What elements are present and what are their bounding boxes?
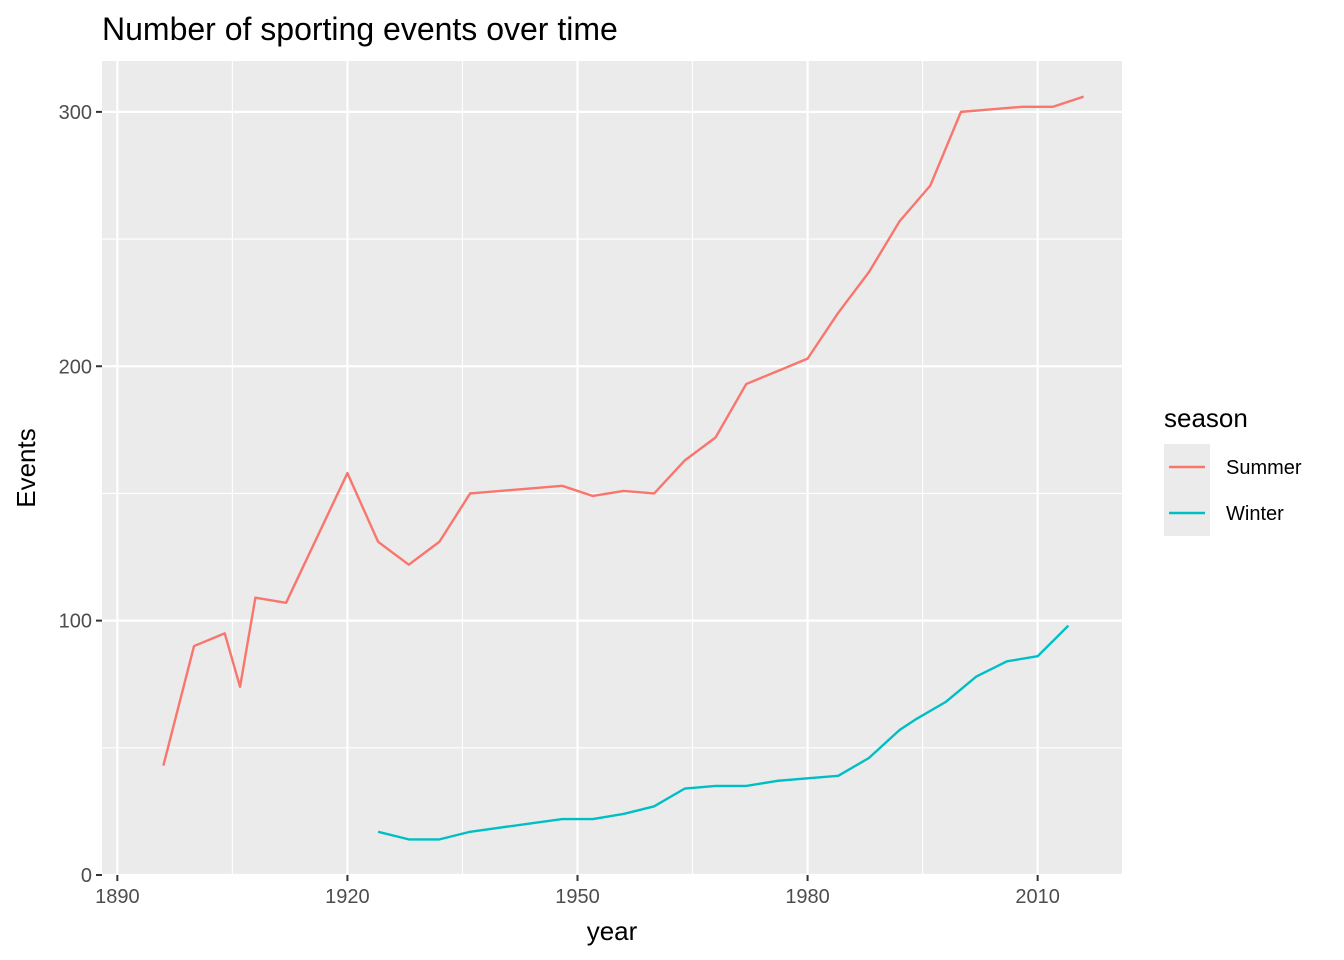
axis-ticks — [96, 110, 1039, 881]
x-tick-label: 1950 — [555, 886, 600, 908]
y-tick-label: 0 — [81, 865, 92, 887]
plot-panel — [102, 61, 1122, 875]
chart-title: Number of sporting events over time — [102, 11, 618, 47]
tick-labels: 1890 1920 1950 1980 2010 0 100 200 300 — [59, 102, 1060, 908]
series-layer — [162, 95, 1085, 841]
x-tick-label: 2010 — [1015, 886, 1060, 908]
x-tick-label: 1980 — [785, 886, 830, 908]
legend-label-summer: Summer — [1226, 457, 1302, 479]
y-tick-label: 100 — [59, 611, 92, 633]
y-axis-title: Events — [11, 428, 41, 508]
legend-title: season — [1164, 403, 1248, 433]
series-line-winter — [377, 624, 1070, 841]
legend: season Summer Winter — [1164, 403, 1302, 536]
y-tick-label: 200 — [59, 356, 92, 378]
x-tick-label: 1920 — [325, 886, 370, 908]
x-axis-title: year — [587, 916, 638, 946]
y-tick-label: 300 — [59, 102, 92, 124]
legend-items: Summer Winter — [1164, 444, 1302, 536]
legend-label-winter: Winter — [1226, 503, 1284, 525]
x-tick-label: 1890 — [95, 886, 140, 908]
series-line-summer — [162, 95, 1085, 766]
grid-major — [102, 61, 1122, 877]
